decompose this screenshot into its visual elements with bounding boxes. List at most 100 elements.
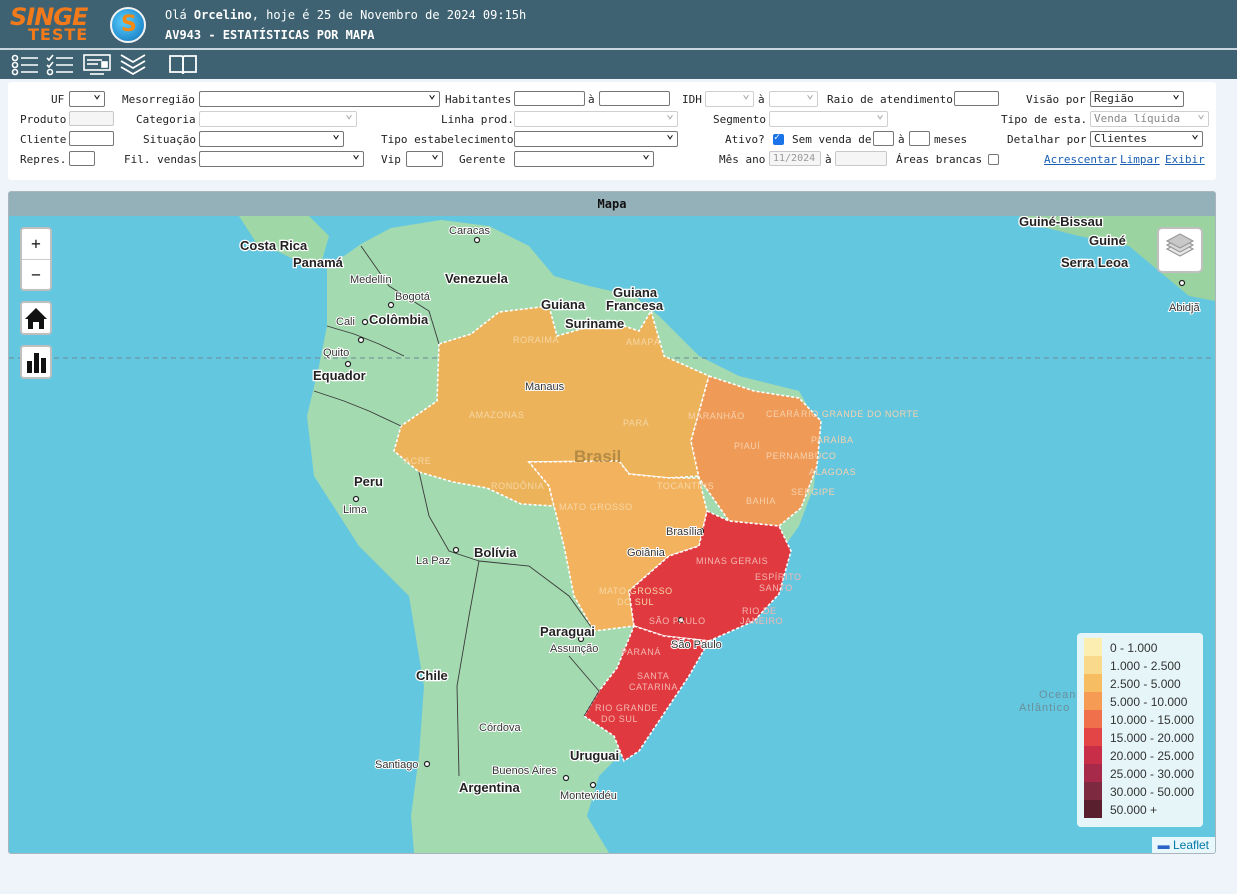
label-equador: Equador	[313, 368, 366, 383]
label-suriname: Suriname	[565, 316, 624, 331]
state-espirito-santo-2: SANTO	[759, 583, 793, 593]
vip-label: Vip	[381, 153, 401, 166]
label-costa-rica: Costa Rica	[240, 238, 308, 253]
sao-paulo-marker	[677, 616, 685, 624]
sem-venda-from-input[interactable]	[873, 131, 894, 146]
repres-label: Repres.	[20, 153, 67, 166]
state-sergipe: SERGIPE	[791, 487, 835, 497]
visao-select[interactable]: Região	[1090, 91, 1184, 107]
state-parana: PARANÁ	[621, 647, 661, 657]
state-amapa: AMAPÁ	[626, 337, 661, 347]
book-icon[interactable]	[168, 53, 198, 77]
zoom-in-button[interactable]: +	[22, 229, 50, 260]
list-icon[interactable]	[10, 53, 40, 77]
cliente-input[interactable]	[69, 131, 114, 146]
state-minas-gerais: MINAS GERAIS	[696, 556, 768, 566]
label-peru: Peru	[354, 474, 383, 489]
acrescentar-link[interactable]: Acrescentar	[1044, 153, 1117, 166]
label-cordova: Córdova	[479, 722, 521, 734]
region-nordeste	[690, 374, 822, 527]
layers-icon	[1165, 233, 1195, 257]
region-sul	[582, 625, 711, 763]
detalhar-select[interactable]: Clientes	[1090, 131, 1203, 147]
repres-input[interactable]	[69, 151, 95, 166]
label-serra-leoa: Serra Leoa	[1061, 255, 1129, 270]
fil-vendas-label: Fil. vendas	[124, 153, 197, 166]
linha-prod-select[interactable]	[514, 111, 678, 127]
label-cali: Cali	[336, 316, 355, 328]
state-rondonia: RONDÔNIA	[491, 481, 544, 491]
legend-swatch	[1084, 800, 1102, 818]
situacao-select[interactable]	[199, 131, 344, 147]
legend-label: 10.000 - 15.000	[1110, 713, 1195, 727]
label-sao-paulo-city: São Paulo	[671, 639, 722, 651]
singe-logo[interactable]: SINGE TESTE	[10, 3, 102, 45]
label-guine: Guiné	[1089, 233, 1126, 248]
segmento-label: Segmento	[713, 113, 766, 126]
map-container[interactable]: Mapa	[8, 191, 1216, 854]
zoom-out-button[interactable]: −	[31, 265, 41, 284]
tipo-estabelecimento-label: Tipo estabelecimento	[381, 133, 514, 146]
detalhar-label: Detalhar por	[1007, 133, 1087, 146]
legend-swatch	[1084, 764, 1102, 782]
chart-button[interactable]	[20, 345, 52, 379]
legend-swatch	[1084, 728, 1102, 746]
habitantes-from-input[interactable]	[514, 91, 585, 106]
assuncao-marker	[577, 635, 585, 643]
mesorregiao-label: Mesorregião	[122, 93, 195, 106]
sem-venda-to-input[interactable]	[909, 131, 930, 146]
chevrons-down-icon[interactable]	[118, 53, 148, 77]
report-icon[interactable]	[82, 53, 112, 77]
categoria-select[interactable]	[199, 111, 357, 127]
legend-swatch	[1084, 638, 1102, 656]
label-oceano-2: Atlântico	[1019, 702, 1070, 714]
vip-select[interactable]	[406, 151, 443, 167]
label-chile: Chile	[416, 668, 448, 683]
page-title: AV943 - ESTATÍSTICAS POR MAPA	[165, 28, 375, 42]
checklist-icon[interactable]	[45, 53, 75, 77]
state-tocantins: TOCANTINS	[657, 481, 714, 491]
logo-text-bottom: TESTE	[28, 25, 89, 44]
mes-ano-from-input[interactable]: 11/2024	[769, 151, 821, 166]
idh-to-select[interactable]	[769, 91, 818, 107]
label-uruguai: Uruguai	[570, 748, 619, 763]
cliente-label: Cliente	[20, 133, 67, 146]
habitantes-to-label: à	[588, 93, 595, 106]
habitantes-to-input[interactable]	[599, 91, 670, 106]
idh-from-select[interactable]	[705, 91, 754, 107]
state-pernambuco: PERNAMBUCO	[766, 451, 837, 461]
areas-brancas-checkbox[interactable]	[988, 154, 999, 165]
region-norte	[393, 305, 710, 507]
exibir-link[interactable]: Exibir	[1165, 153, 1205, 166]
label-medellin: Medellín	[350, 274, 392, 286]
label-panama: Panamá	[293, 255, 344, 270]
map-canvas[interactable]: Costa Rica Panamá Venezuela Colômbia Equ…	[9, 216, 1215, 853]
mes-ano-to-input[interactable]	[835, 151, 887, 166]
uf-select[interactable]	[69, 91, 105, 107]
home-button[interactable]	[20, 301, 52, 335]
greeting: Olá Orcelino, hoje é 25 de Novembro de 2…	[165, 8, 527, 22]
ativo-checkbox[interactable]	[773, 132, 784, 145]
fil-vendas-select[interactable]	[199, 151, 364, 167]
tipo-esta-select[interactable]: Venda líquida	[1090, 111, 1209, 127]
raio-input[interactable]	[954, 91, 999, 106]
gerente-select[interactable]	[514, 151, 654, 167]
mesorregiao-select[interactable]	[199, 91, 440, 107]
state-rio-de-janeiro-1: RIO DE	[742, 606, 777, 616]
legend-item: 30.000 - 50.000	[1084, 782, 1203, 800]
areas-brancas-label: Áreas brancas	[896, 153, 983, 166]
limpar-link[interactable]: Limpar	[1120, 153, 1160, 166]
map-attribution[interactable]: ▬ Leaflet	[1151, 837, 1215, 853]
produto-input[interactable]	[69, 111, 114, 126]
legend-swatch	[1084, 692, 1102, 710]
toolbar	[0, 50, 1237, 79]
tipo-estabelecimento-select[interactable]	[514, 131, 678, 147]
label-guiana: Guiana	[541, 297, 586, 312]
legend-swatch	[1084, 656, 1102, 674]
country-borders	[313, 245, 600, 777]
segmento-select[interactable]	[769, 111, 888, 127]
legend-label: 2.500 - 5.000	[1110, 677, 1181, 691]
legend-label: 30.000 - 50.000	[1110, 785, 1195, 799]
legend-item: 20.000 - 25.000	[1084, 746, 1203, 764]
layers-button[interactable]	[1157, 227, 1203, 273]
